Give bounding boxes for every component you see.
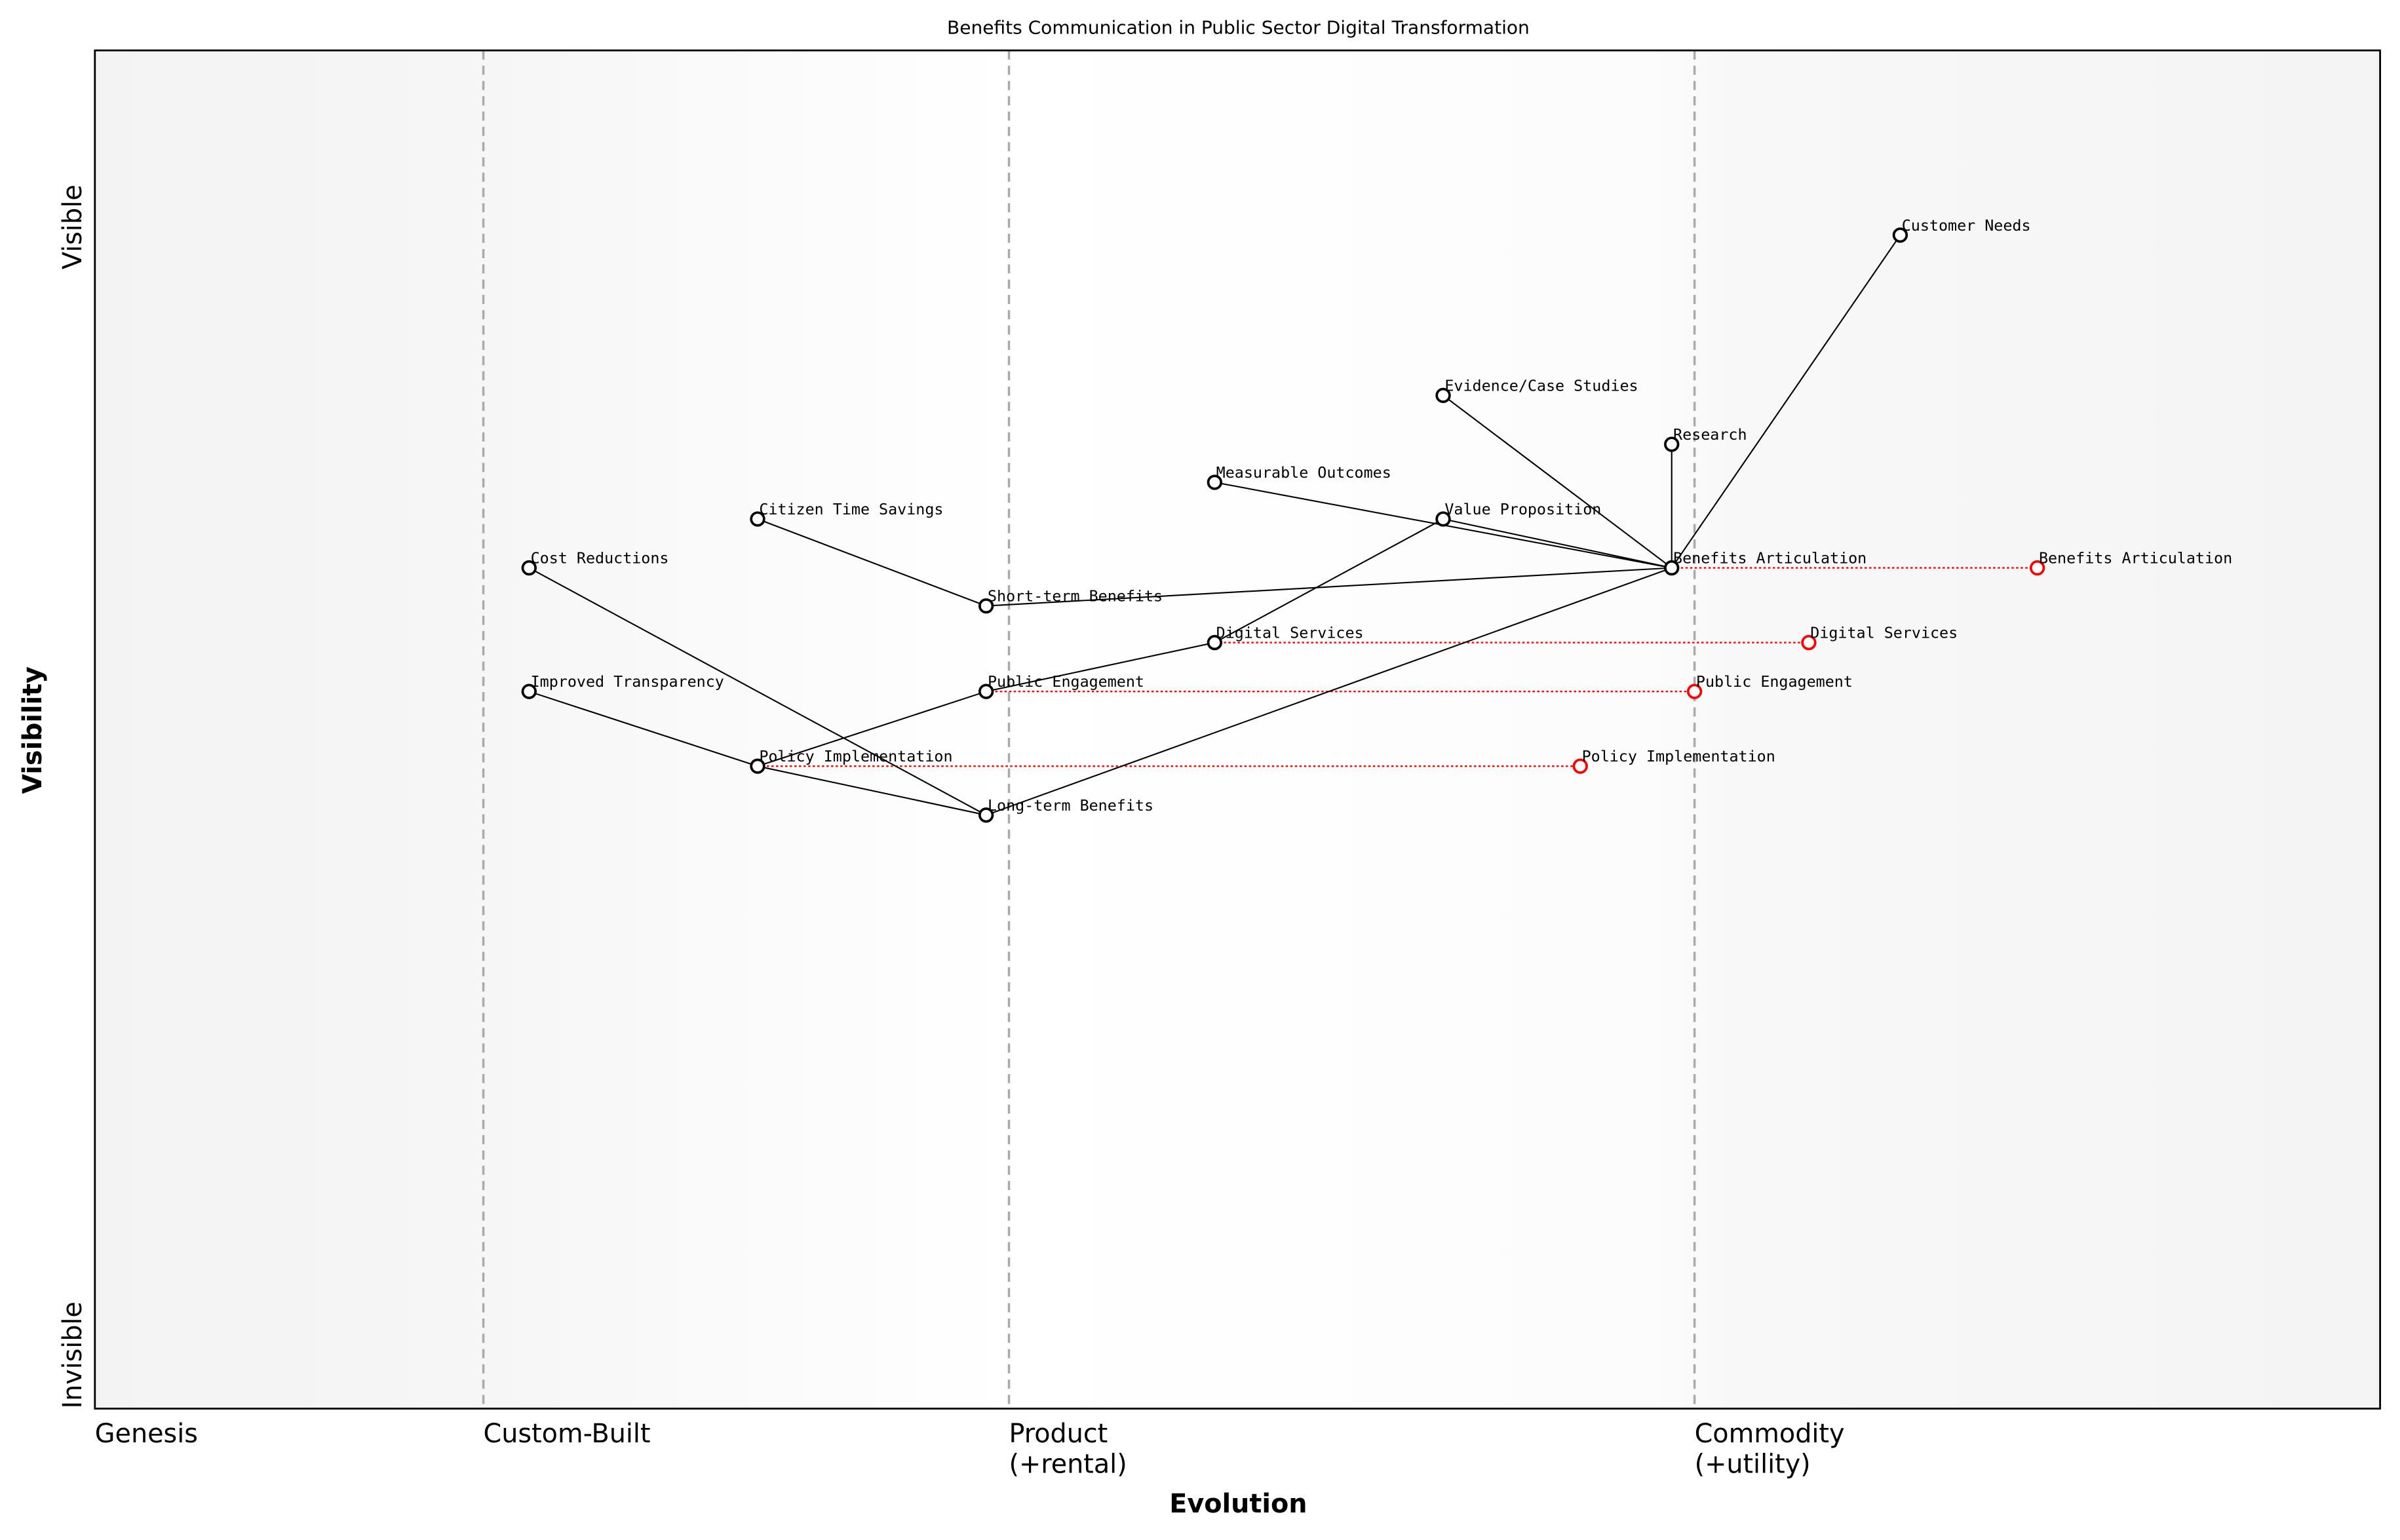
node-marker[interactable] xyxy=(978,807,994,823)
node-label: Digital Services xyxy=(1216,624,1364,642)
node-label: Customer Needs xyxy=(1902,216,2031,235)
dependency-link xyxy=(528,691,758,767)
node-marker[interactable] xyxy=(978,683,994,699)
plot-frame xyxy=(94,49,2382,1410)
node-label: Benefits Articulation xyxy=(1673,549,1867,568)
node-label: Research xyxy=(1673,425,1747,444)
node-label: Value Proposition xyxy=(1444,500,1601,518)
evolved-node-marker[interactable] xyxy=(1572,758,1588,774)
node-marker[interactable] xyxy=(1207,474,1223,490)
evolved-node-label: Public Engagement xyxy=(1696,672,1853,691)
node-label: Evidence/Case Studies xyxy=(1444,376,1638,395)
node-label: Long-term Benefits xyxy=(988,796,1153,815)
evolved-node-label: Policy Implementation xyxy=(1582,747,1775,765)
y-axis-label: Visibility xyxy=(18,666,48,794)
dependency-link xyxy=(986,567,1673,816)
node-marker[interactable] xyxy=(750,758,765,774)
component-node[interactable]: Long-term Benefits xyxy=(978,796,1153,823)
evolved-node-label: Benefits Articulation xyxy=(2039,549,2232,568)
node-marker[interactable] xyxy=(1664,436,1680,452)
node-marker[interactable] xyxy=(1892,227,1908,243)
component-node[interactable]: Research xyxy=(1664,425,1747,452)
x-tick-label: Genesis xyxy=(95,1419,198,1449)
node-label: Improved Transparency xyxy=(531,672,724,691)
dependency-link xyxy=(1442,518,1672,569)
node-marker[interactable] xyxy=(750,511,765,527)
component-node[interactable]: Cost Reductions xyxy=(521,549,669,576)
node-marker[interactable] xyxy=(521,683,537,699)
component-node[interactable]: Citizen Time Savings xyxy=(750,500,943,527)
x-tick-label: Commodity (+utility) xyxy=(1695,1419,1845,1480)
node-marker[interactable] xyxy=(978,598,994,614)
node-marker[interactable] xyxy=(1435,387,1451,404)
node-marker[interactable] xyxy=(1435,511,1451,527)
plot-background xyxy=(94,50,2380,1409)
dependency-link xyxy=(986,567,1672,607)
dependency-link xyxy=(757,765,986,816)
component-node[interactable]: Public Engagement xyxy=(978,672,1144,699)
node-label: Public Engagement xyxy=(988,672,1144,691)
x-tick-label: Product (+rental) xyxy=(1009,1419,1127,1480)
node-label: Short-term Benefits xyxy=(988,587,1163,606)
dependency-link xyxy=(1671,235,1901,569)
x-tick-label: Custom-Built xyxy=(484,1419,651,1449)
node-marker[interactable] xyxy=(1207,634,1223,651)
evolved-node-marker[interactable] xyxy=(1801,634,1817,651)
component-node[interactable]: Value Proposition xyxy=(1435,500,1601,527)
evolved-node-label: Digital Services xyxy=(1810,624,1958,642)
node-label: Cost Reductions xyxy=(531,549,669,568)
component-node[interactable]: Benefits Articulation xyxy=(1664,549,1867,576)
evolved-node-marker[interactable] xyxy=(2029,560,2045,576)
component-node[interactable]: Measurable Outcomes xyxy=(1207,463,1391,490)
node-marker[interactable] xyxy=(1664,560,1680,576)
chart-title: Benefits Communication in Public Sector … xyxy=(947,16,1530,38)
node-label: Measurable Outcomes xyxy=(1216,463,1391,482)
component-node[interactable]: Customer Needs xyxy=(1892,216,2031,243)
node-label: Policy Implementation xyxy=(759,747,952,765)
component-node[interactable]: Policy Implementation xyxy=(750,747,953,774)
dependency-link xyxy=(986,642,1215,693)
node-marker[interactable] xyxy=(521,560,537,576)
evolved-node[interactable]: Benefits Articulation xyxy=(2029,549,2232,576)
evolved-node[interactable]: Policy Implementation xyxy=(1572,747,1775,774)
dependency-link xyxy=(1214,518,1444,644)
component-node[interactable]: Short-term Benefits xyxy=(978,587,1163,614)
component-node[interactable]: Digital Services xyxy=(1207,624,1364,651)
component-node[interactable]: Improved Transparency xyxy=(521,672,724,699)
y-tick-label: Visible xyxy=(58,185,88,269)
evolved-node[interactable]: Public Engagement xyxy=(1686,672,1853,699)
evolved-node-marker[interactable] xyxy=(1686,683,1703,699)
dependency-link xyxy=(528,567,987,816)
y-tick-label: Invisible xyxy=(58,1301,88,1408)
x-axis-label: Evolution xyxy=(1169,1489,1307,1519)
dependency-link xyxy=(757,691,986,767)
component-node[interactable]: Evidence/Case Studies xyxy=(1435,376,1638,404)
node-label: Citizen Time Savings xyxy=(759,500,943,518)
dependency-link xyxy=(757,518,987,607)
evolved-node[interactable]: Digital Services xyxy=(1801,624,1958,651)
dependency-link xyxy=(1442,395,1673,569)
